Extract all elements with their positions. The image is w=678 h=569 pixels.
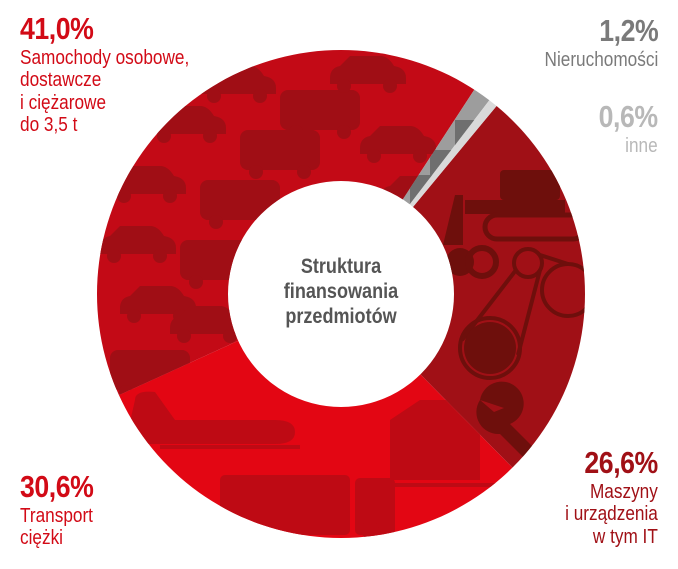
label-nieruchomosci-value: 1,2% xyxy=(598,13,658,48)
label-nieruchomosci: 1,2% Nieruchomości xyxy=(526,13,658,71)
label-samochody-line: dostawcze xyxy=(20,69,102,92)
car-icon xyxy=(100,226,176,263)
belt-drive-icon xyxy=(458,247,585,380)
car-icon xyxy=(170,306,246,343)
label-inne-value: 0,6% xyxy=(598,99,658,134)
chart-title-line: przedmiotów xyxy=(285,305,397,329)
label-transport: 30,6% Transport ciężki xyxy=(20,469,105,550)
label-maszyny: 26,6% Maszyny i urządzenia w tym IT xyxy=(550,445,659,548)
pulley-icon xyxy=(464,322,516,374)
truck-icon xyxy=(220,475,395,538)
label-nieruchomosci-line: Nieruchomości xyxy=(544,48,658,71)
label-samochody: 41,0% Samochody osobowe, dostawcze i cię… xyxy=(20,11,217,136)
chart-title-line: Struktura xyxy=(300,255,382,278)
label-maszyny-line: Maszyny xyxy=(590,480,658,503)
label-maszyny-line: i urządzenia xyxy=(565,503,658,526)
label-maszyny-line: w tym IT xyxy=(593,525,658,548)
slice-icon-patterns xyxy=(100,56,585,538)
label-samochody-line: Samochody osobowe, xyxy=(20,46,190,69)
label-maszyny-value: 26,6% xyxy=(584,445,659,480)
airplane-icon xyxy=(125,391,300,449)
label-inne: 0,6% inne xyxy=(589,99,658,157)
label-samochody-line: i ciężarowe xyxy=(20,91,107,114)
chart-title-line: finansowania xyxy=(283,280,399,304)
label-transport-line: ciężki xyxy=(20,527,64,550)
bulldozer-icon xyxy=(443,170,585,245)
label-inne-line: inne xyxy=(625,134,658,157)
label-transport-value: 30,6% xyxy=(20,469,94,504)
train-icon xyxy=(370,400,510,487)
label-samochody-value: 41,0% xyxy=(20,11,94,46)
label-transport-line: Transport xyxy=(20,504,93,527)
gear-icon xyxy=(446,245,499,279)
van-icon xyxy=(240,130,320,179)
car-icon xyxy=(330,56,406,93)
maszyny-icons xyxy=(443,170,585,468)
label-samochody-line: do 3,5 t xyxy=(20,113,78,136)
wrench-icon xyxy=(476,381,544,468)
chart-title: Struktura finansowania przedmiotów xyxy=(241,254,441,330)
car-icon xyxy=(360,126,436,163)
